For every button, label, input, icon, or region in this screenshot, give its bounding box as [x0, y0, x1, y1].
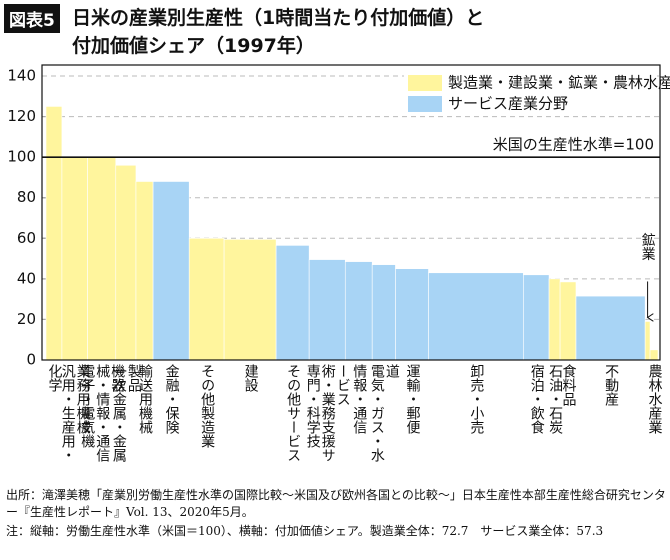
- bar: [644, 321, 651, 361]
- y-tick-label: 100: [7, 148, 36, 166]
- x-tick-label: 一次金属・金属製品: [110, 364, 142, 462]
- source-note: 出所：滝澤美穂「産業別労働生産性水準の国際比較～米国及び欧州各国との比較～」日本…: [6, 488, 666, 519]
- chart-subtitle: 付加価値シェア（1997年）: [72, 35, 315, 57]
- chart-title: 日米の産業別生産性（1時間当たり付加価値）と: [72, 7, 485, 29]
- legend-swatch: [408, 75, 442, 91]
- x-tick-label: 専門・科学技術・業務支援サービス: [304, 364, 351, 462]
- x-tick-label: 化学: [46, 364, 63, 392]
- bar: [135, 181, 154, 361]
- bar: [649, 349, 659, 361]
- callout-label: 鉱業: [640, 232, 656, 261]
- x-tick-label: 電子・電気機械・情報・通信機器: [79, 364, 126, 462]
- y-tick-label: 140: [7, 67, 36, 85]
- x-tick-label: 農林水産業: [646, 364, 663, 434]
- x-tick-label: 運輸・郵便: [404, 364, 421, 434]
- x-tick-label: 建設: [242, 364, 259, 392]
- bar: [559, 281, 577, 361]
- bar: [575, 295, 646, 361]
- bar: [45, 106, 63, 361]
- bar: [523, 274, 550, 361]
- legend-label: 製造業・建設業・鉱業・農林水産業: [448, 74, 670, 92]
- x-tick-label: 卸売・小売: [468, 364, 485, 434]
- bar: [223, 239, 277, 361]
- y-tick-label: 80: [17, 188, 36, 206]
- x-tick-label: 石油・石炭: [547, 364, 564, 434]
- bar: [61, 156, 88, 361]
- bar: [371, 264, 396, 361]
- bar: [344, 261, 373, 361]
- y-tick-label: 0: [26, 351, 36, 369]
- x-tick-label: 汎用・生産用・業務用機械: [59, 364, 91, 462]
- x-tick-label: 不動産: [603, 364, 620, 406]
- y-tick-label: 60: [17, 229, 36, 247]
- y-tick-label: 120: [7, 107, 36, 125]
- bar: [87, 156, 117, 361]
- legend-swatch: [408, 96, 442, 112]
- bar: [152, 181, 190, 361]
- x-tick-label: 輸送用機械: [137, 364, 154, 434]
- x-tick-label: 電気・ガス・水道: [368, 364, 400, 462]
- bar: [275, 245, 310, 361]
- bar: [548, 278, 561, 361]
- reference-label: 米国の生産性水準=100: [493, 136, 654, 154]
- x-tick-label: 食料品: [560, 364, 577, 406]
- x-tick-label: 金融・保険: [163, 364, 180, 434]
- bar: [188, 237, 225, 361]
- bar: [115, 164, 137, 361]
- x-tick-label: その他製造業: [199, 364, 216, 448]
- x-tick-label: 情報・通信: [351, 364, 368, 434]
- bar: [428, 272, 524, 361]
- y-tick-label: 20: [17, 310, 36, 328]
- figure-badge: 図表5: [4, 4, 60, 33]
- plot-frame: [41, 64, 661, 361]
- y-tick-label: 40: [17, 269, 36, 287]
- x-tick-label: 宿泊・飲食: [528, 364, 545, 434]
- legend-box: [404, 72, 657, 116]
- legend-label: サービス産業分野: [448, 95, 568, 113]
- axis-note: 注：縦軸：労働生産性水準（米国＝100）、横軸：付加価値シェア。製造業全体：72…: [6, 524, 604, 538]
- bar: [308, 259, 346, 361]
- bar: [395, 268, 429, 361]
- x-tick-label: その他サービス: [285, 364, 302, 462]
